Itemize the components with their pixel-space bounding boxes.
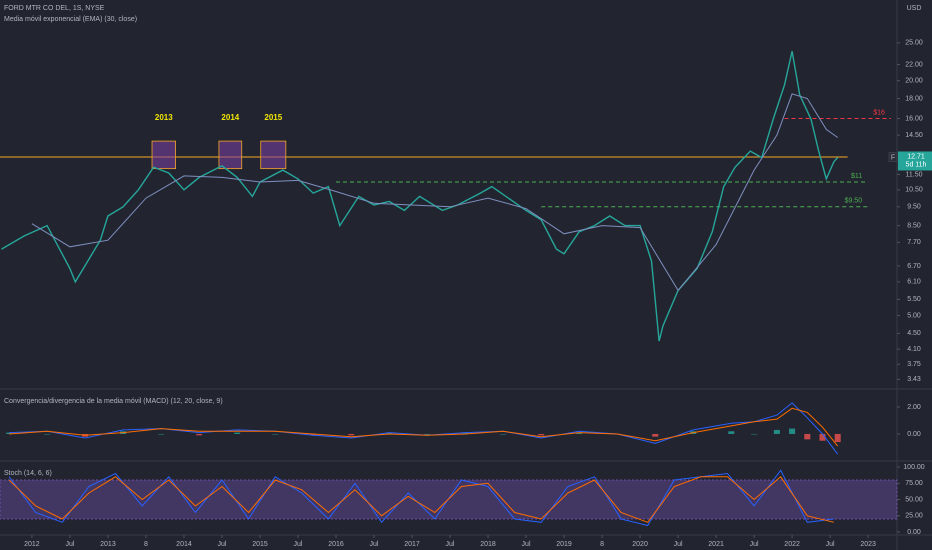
y-tick-label: 50.00 xyxy=(905,496,923,503)
series-line xyxy=(9,407,839,447)
y-tick-label: 0.00 xyxy=(907,431,921,438)
x-tick-label: 2018 xyxy=(480,541,496,548)
y-tick-label: 7.70 xyxy=(907,239,921,246)
histogram-bar xyxy=(196,433,203,436)
histogram-bar xyxy=(834,433,841,443)
symbol-badge xyxy=(888,152,898,162)
y-tick-label: 20.00 xyxy=(905,78,923,85)
histogram-bar xyxy=(6,432,13,434)
histogram-bar xyxy=(500,433,507,435)
y-tick-label: 6.10 xyxy=(907,279,921,286)
series-line xyxy=(31,93,838,292)
series-line xyxy=(1,51,839,342)
histogram-bar xyxy=(272,433,279,435)
y-tick-label: 22.00 xyxy=(905,61,923,68)
histogram-bar xyxy=(348,433,355,436)
y-tick-label: 0.00 xyxy=(907,529,921,536)
histogram-bar xyxy=(158,433,165,435)
x-tick-label: 2022 xyxy=(784,541,800,548)
pane-title: Convergencia/divergencia de la media móv… xyxy=(4,398,223,405)
y-tick-label: 10.50 xyxy=(905,187,923,194)
y-tick-label: 5.00 xyxy=(907,312,921,319)
x-tick-label: 8 xyxy=(600,541,604,548)
histogram-bar xyxy=(386,432,393,434)
y-tick-label: 75.00 xyxy=(905,480,923,487)
symbol-label: F xyxy=(891,154,895,161)
histogram-bar xyxy=(773,429,780,434)
x-tick-label: Jul xyxy=(674,541,683,548)
year-label: 2014 xyxy=(221,113,239,122)
y-tick-label: 18.00 xyxy=(905,95,923,102)
series-line xyxy=(8,476,835,523)
x-tick-label: 2017 xyxy=(404,541,420,548)
histogram-bar xyxy=(538,433,545,436)
highlight-box xyxy=(260,140,287,170)
price-tag-label: 12.71 xyxy=(907,153,925,160)
y-tick-label: 2.00 xyxy=(907,404,921,411)
x-tick-label: Jul xyxy=(294,541,303,548)
x-tick-label: 2021 xyxy=(708,541,724,548)
y-tick-label: 11.50 xyxy=(906,171,923,178)
histogram-bar xyxy=(462,432,469,434)
x-tick-label: Jul xyxy=(217,541,226,548)
histogram-bar xyxy=(652,433,659,437)
countdown-label: 5d 11h xyxy=(906,161,927,168)
level-label: $16 xyxy=(873,109,885,116)
x-tick-label: 2015 xyxy=(252,541,268,548)
histogram-bar xyxy=(751,433,758,435)
level-label: $11 xyxy=(851,173,862,180)
y-tick-label: 5.50 xyxy=(907,296,921,303)
x-tick-label: Jul xyxy=(446,541,455,548)
histogram-bar xyxy=(234,432,241,434)
highlight-box xyxy=(151,140,176,170)
x-tick-label: Jul xyxy=(750,541,759,548)
y-tick-label: 14.50 xyxy=(905,132,923,139)
x-tick-label: 2023 xyxy=(860,541,876,548)
axis-unit: USD xyxy=(907,5,922,12)
y-tick-label: 3.75 xyxy=(907,361,921,368)
y-tick-label: 25.00 xyxy=(905,40,923,47)
histogram-bar xyxy=(789,428,796,434)
x-tick-label: Jul xyxy=(522,541,531,548)
histogram-bar xyxy=(819,433,826,441)
histogram-bar xyxy=(804,433,811,440)
year-label: 2015 xyxy=(264,113,282,122)
highlight-box xyxy=(218,140,243,170)
year-label: 2013 xyxy=(155,113,173,122)
y-tick-label: 8.50 xyxy=(907,222,921,229)
y-tick-label: 100.00 xyxy=(903,464,925,471)
x-tick-label: 2014 xyxy=(176,541,192,548)
x-tick-label: 2020 xyxy=(632,541,648,548)
level-label: $9.50 xyxy=(845,198,863,205)
x-tick-label: Jul xyxy=(65,541,74,548)
histogram-bar xyxy=(44,433,51,435)
y-tick-label: 4.50 xyxy=(907,330,921,337)
x-tick-label: 2012 xyxy=(24,541,40,548)
pane-title: Stoch (14, 6, 6) xyxy=(4,470,52,477)
x-tick-label: Jul xyxy=(826,541,835,548)
histogram-bar xyxy=(576,432,583,434)
x-tick-label: 2013 xyxy=(100,541,116,548)
x-tick-label: 8 xyxy=(144,541,148,548)
price-tag xyxy=(898,151,932,171)
legend-entry: Media móvil exponencial (EMA) (30, close… xyxy=(4,16,137,23)
pane-title: FORD MTR CO DEL, 1S, NYSE xyxy=(4,5,105,12)
y-tick-label: 3.43 xyxy=(907,376,921,383)
x-tick-label: 2016 xyxy=(328,541,344,548)
y-tick-label: 4.10 xyxy=(907,346,921,353)
histogram-bar xyxy=(310,433,317,436)
x-tick-label: 2019 xyxy=(556,541,572,548)
y-tick-label: 25.00 xyxy=(905,513,923,520)
y-tick-label: 6.70 xyxy=(907,263,921,270)
series-line xyxy=(8,469,834,527)
histogram-bar xyxy=(424,433,431,435)
histogram-bar xyxy=(728,431,735,434)
y-tick-label: 9.50 xyxy=(907,204,921,211)
y-tick-label: 16.00 xyxy=(905,115,923,122)
x-tick-label: Jul xyxy=(370,541,379,548)
